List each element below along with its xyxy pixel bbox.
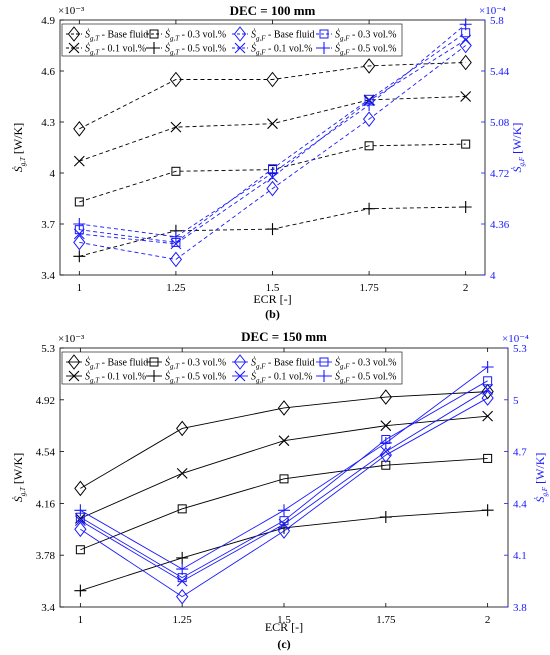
- y-left-tick-label: 3.4: [41, 270, 55, 282]
- y-right-tick-label: 5.08: [490, 117, 510, 129]
- x-axis-label: ECR [-]: [265, 620, 303, 634]
- data-point: [279, 436, 289, 446]
- legend: Ṡg,T - Base fluid Ṡg,T - 0.3 vol.% Ṡg,F - …: [62, 352, 402, 385]
- data-point: [460, 201, 472, 213]
- plot-frame: [60, 348, 508, 607]
- series-line: [79, 40, 465, 244]
- y-left-tick-label: 4.9: [41, 15, 55, 27]
- y-right-tick-label: 4.7: [513, 447, 527, 459]
- x-tick-label: 1: [78, 614, 84, 626]
- series-line: [80, 398, 487, 597]
- y-right-tick-label: 4.36: [490, 219, 510, 231]
- data-point: [267, 223, 279, 235]
- plot-frame: [60, 20, 485, 275]
- x-tick-label: 1: [77, 282, 83, 294]
- chart-panel-1: DEC = 100 mm ×10⁻³ ×10⁻⁴ 1 1.25 1.5 1.75 2 3.4 3.…: [10, 3, 526, 321]
- panel-caption: (c): [277, 637, 290, 651]
- data-point: [177, 468, 187, 478]
- y-left-axis-label: Ṡg,T [W/K]: [10, 123, 27, 172]
- y-left-tick-label: 4.6: [41, 66, 55, 78]
- y-left-tick-label: 4.16: [36, 498, 56, 510]
- y-right-tick-label: 5.8: [490, 15, 504, 27]
- series-4: [73, 201, 471, 262]
- left-axis-exponent: ×10⁻³: [58, 5, 85, 17]
- data-point: [363, 203, 375, 215]
- data-point: [73, 250, 85, 262]
- series-3: [74, 92, 470, 167]
- x-tick-label: 2: [463, 282, 469, 294]
- chart-panel-2: DEC = 150 mm ×10⁻³ ×10⁻⁴ 1 1.25 1.5 1.75 2 3.4 3.…: [10, 329, 549, 651]
- y-left-tick-label: 4: [50, 168, 56, 180]
- x-axis-label: ECR [-]: [253, 292, 291, 306]
- y-right-axis-label: Ṡg,F [W/K]: [532, 453, 549, 503]
- data-point: [74, 585, 86, 597]
- y-right-tick-label: 4.72: [490, 168, 509, 180]
- y-right-tick-label: 5.3: [513, 343, 527, 355]
- y-left-axis-label: Ṡg,T [W/K]: [10, 453, 27, 502]
- y-left-tick-label: 4.92: [36, 395, 55, 407]
- y-right-tick-label: 5.44: [490, 66, 510, 78]
- data-point: [380, 511, 392, 523]
- y-right-tick-label: 4.4: [513, 498, 527, 510]
- series-8: [74, 361, 493, 575]
- data-point: [268, 119, 278, 129]
- x-tick-label: 1.75: [359, 282, 379, 294]
- series-4: [74, 504, 493, 596]
- y-left-tick-label: 3.78: [36, 550, 56, 562]
- left-axis-exponent: ×10⁻³: [58, 333, 85, 345]
- x-tick-label: 1.75: [376, 614, 396, 626]
- series-2: [76, 454, 491, 553]
- series-line: [80, 389, 487, 581]
- y-left-tick-label: 4.3: [41, 117, 55, 129]
- data-point: [482, 361, 494, 373]
- data-point: [74, 156, 84, 166]
- y-left-tick-label: 5.3: [41, 343, 55, 355]
- data-point: [461, 92, 471, 102]
- x-tick-label: 2: [485, 614, 491, 626]
- data-point: [482, 504, 494, 516]
- y-right-tick-label: 3.8: [513, 602, 527, 614]
- panel-caption: (b): [265, 307, 280, 321]
- series-line: [79, 33, 465, 243]
- data-point: [278, 504, 290, 516]
- y-right-tick-label: 4: [490, 270, 496, 282]
- series-line: [80, 416, 487, 518]
- data-point: [176, 552, 188, 564]
- y-right-tick-label: 4.1: [513, 550, 527, 562]
- series-line: [80, 458, 487, 549]
- series-5: [75, 391, 493, 604]
- y-left-tick-label: 3.7: [41, 219, 55, 231]
- y-left-tick-label: 4.54: [36, 447, 56, 459]
- y-left-tick-label: 3.4: [41, 602, 55, 614]
- y-right-axis-label: Ṡg,F [W/K]: [509, 123, 526, 173]
- legend: Ṡg,T - Base fluid Ṡg,T - 0.3 vol.% Ṡg,F - …: [62, 24, 402, 57]
- x-tick-label: 1.25: [166, 282, 186, 294]
- x-tick-label: 1.25: [173, 614, 193, 626]
- chart-title: DEC = 100 mm: [230, 3, 316, 18]
- series-6: [75, 29, 469, 247]
- series-line: [79, 97, 465, 162]
- y-right-tick-label: 5: [513, 395, 519, 407]
- chart-title: DEC = 150 mm: [241, 329, 327, 344]
